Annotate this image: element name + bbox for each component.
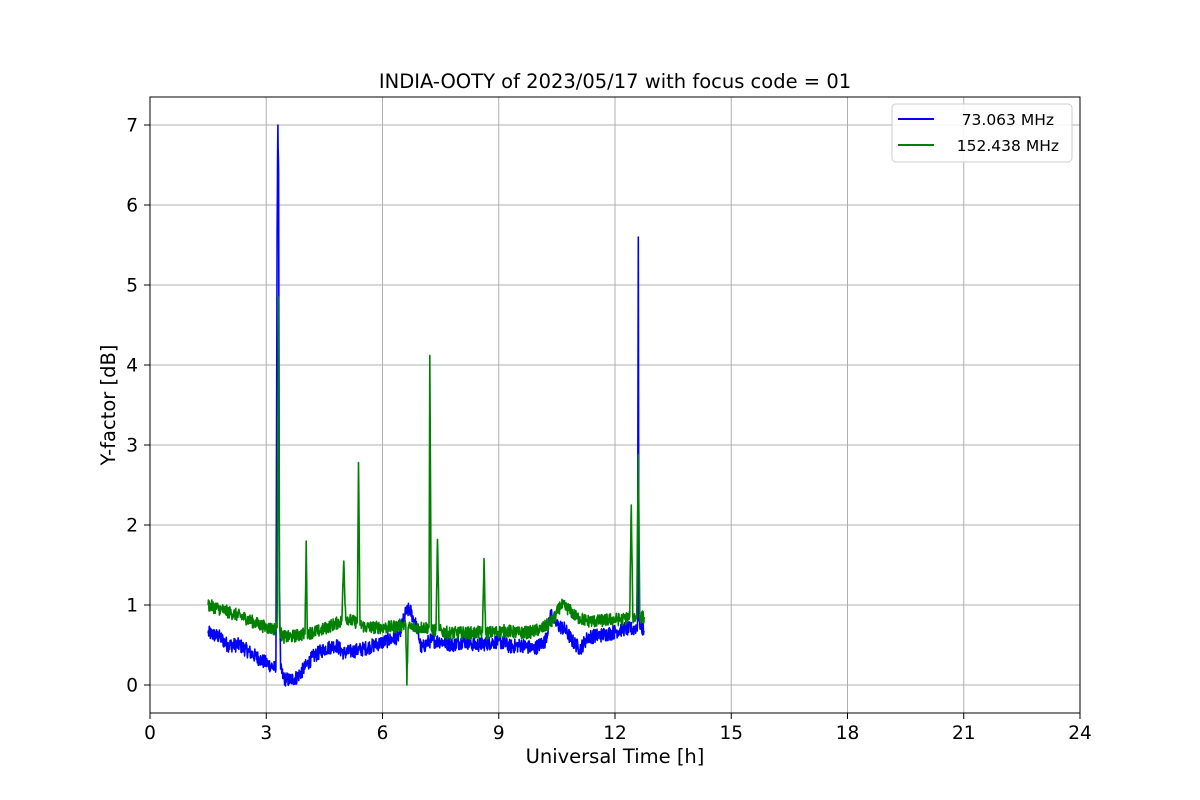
y-tick-label: 7 xyxy=(126,116,138,137)
legend: 73.063 MHz 152.438 MHz xyxy=(891,103,1073,163)
legend-label-73mhz: 73.063 MHz xyxy=(962,111,1054,129)
x-tick-label: 21 xyxy=(952,723,976,744)
y-tick-label: 1 xyxy=(126,596,138,617)
x-tick-label: 18 xyxy=(836,723,860,744)
y-tick-label: 3 xyxy=(126,436,138,457)
legend-label-152mhz: 152.438 MHz xyxy=(957,137,1059,155)
series-line xyxy=(207,296,645,686)
x-tick-label: 0 xyxy=(144,723,156,744)
y-tick-label: 4 xyxy=(126,356,138,377)
x-tick-label: 12 xyxy=(603,723,627,744)
y-tick-label: 0 xyxy=(126,676,138,697)
series-lines xyxy=(207,124,645,687)
x-tick-label: 3 xyxy=(260,723,272,744)
y-tick-label: 5 xyxy=(126,276,138,297)
x-tick-label: 24 xyxy=(1068,723,1092,744)
y-tick-label: 6 xyxy=(126,196,138,217)
y-axis-label: Y-factor [dB] xyxy=(97,345,120,467)
x-tick-label: 15 xyxy=(719,723,743,744)
chart-title: INDIA-OOTY of 2023/05/17 with focus code… xyxy=(379,70,851,93)
legend-box xyxy=(891,103,1073,163)
y-tick-label: 2 xyxy=(126,516,138,537)
x-tick-label: 9 xyxy=(493,723,505,744)
x-tick-label: 6 xyxy=(377,723,389,744)
x-axis-label: Universal Time [h] xyxy=(526,745,705,768)
series-line xyxy=(207,124,645,687)
